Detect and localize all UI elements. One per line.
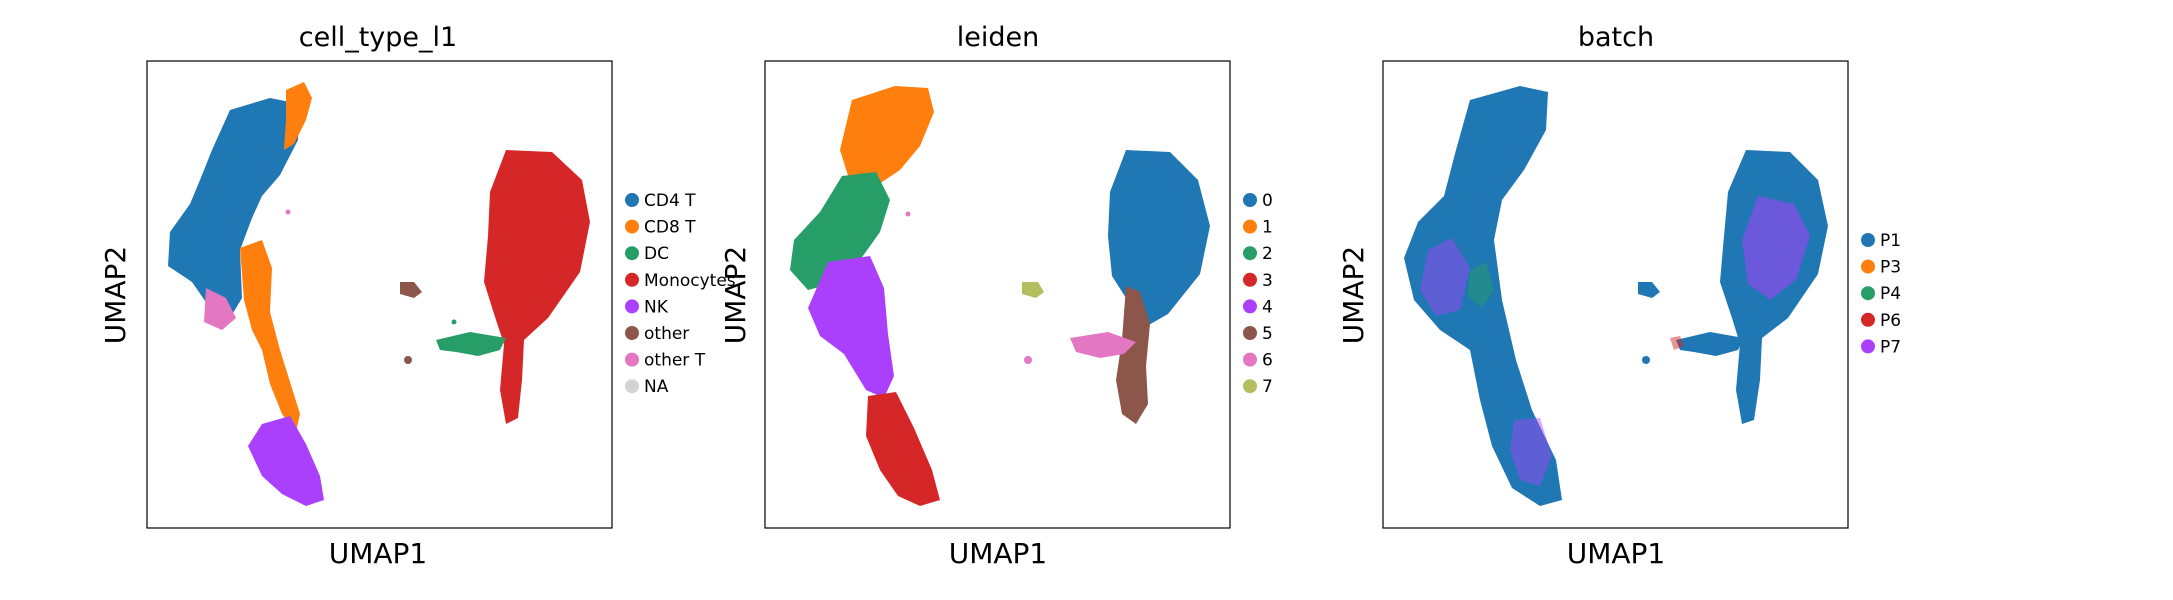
cluster-leiden-1	[840, 86, 934, 186]
legend-cell-type: CD4 T CD8 T DC Monocytes NK other other T NA	[625, 191, 736, 397]
cluster-cd8-t-upper	[284, 82, 312, 150]
cluster-dc-dot	[451, 319, 457, 325]
cluster-leiden-0	[1108, 150, 1210, 330]
legend-label-cell-type: NA	[644, 377, 669, 397]
legend-label-leiden: 4	[1262, 297, 1273, 317]
legend-label-leiden: 5	[1262, 324, 1273, 344]
legend-batch: P1 P3 P4 P6 P7	[1861, 231, 1901, 357]
legend-label-cell-type: DC	[644, 244, 669, 264]
plot-frame-batch	[1382, 60, 1849, 529]
cluster-nk	[248, 416, 324, 506]
cluster-cd8-t-lower	[240, 240, 300, 432]
legend-label-leiden: 3	[1262, 271, 1273, 291]
panel-title-leiden: leiden	[957, 22, 1039, 53]
cluster-batch-mid	[1676, 332, 1744, 356]
legend-marker-cell-type	[625, 219, 639, 234]
x-axis-label-cell-type: UMAP1	[329, 537, 428, 570]
legend-marker-leiden	[1243, 193, 1257, 207]
cluster-leiden-6-dot-2	[905, 211, 911, 217]
legend-marker-batch	[1861, 259, 1875, 274]
legend-label-cell-type: CD4 T	[644, 191, 696, 211]
panel-leiden: leiden UMAP1 UMAP2 0 1 2 3 4 5 6 7	[719, 22, 1273, 570]
x-axis-label-leiden: UMAP1	[949, 537, 1048, 570]
legend-label-cell-type: other	[644, 324, 689, 344]
legend-label-batch: P7	[1880, 337, 1901, 357]
cluster-cd4-t	[168, 98, 300, 318]
legend-label-leiden: 7	[1262, 377, 1273, 397]
legend-marker-leiden	[1243, 246, 1257, 261]
legend-leiden: 0 1 2 3 4 5 6 7	[1243, 191, 1273, 397]
cluster-leiden-2	[790, 172, 890, 290]
cluster-leiden-3	[866, 392, 940, 506]
scatter-clusters-cell-type	[168, 82, 590, 506]
legend-label-cell-type: CD8 T	[644, 218, 696, 238]
plot-frame-cell-type	[146, 60, 613, 529]
legend-marker-leiden	[1243, 272, 1257, 287]
batch-p7-speckle-left	[1420, 238, 1470, 316]
legend-marker-cell-type	[625, 299, 639, 314]
legend-label-batch: P4	[1880, 284, 1901, 304]
panel-batch: batch UMAP1 UMAP2 P1 P3 P4 P6 P7	[1337, 22, 1901, 570]
legend-label-cell-type: NK	[644, 297, 669, 317]
legend-marker-cell-type	[625, 193, 639, 207]
x-axis-label-batch: UMAP1	[1567, 537, 1666, 570]
legend-marker-cell-type	[625, 272, 639, 287]
y-axis-label-batch: UMAP2	[1337, 246, 1370, 345]
cluster-batch-dot	[1642, 356, 1650, 364]
cluster-leiden-6-dot	[1024, 356, 1032, 364]
legend-marker-leiden	[1243, 352, 1257, 367]
batch-p6-speckle	[1670, 336, 1684, 350]
legend-marker-cell-type	[625, 326, 639, 340]
batch-p7-speckle-right	[1742, 196, 1810, 300]
legend-label-leiden: 2	[1262, 244, 1273, 264]
legend-marker-batch	[1861, 339, 1875, 354]
legend-marker-cell-type	[625, 352, 639, 367]
legend-marker-batch	[1861, 312, 1875, 327]
y-axis-label-leiden: UMAP2	[719, 246, 752, 345]
legend-marker-batch	[1861, 286, 1875, 301]
legend-label-leiden: 1	[1262, 218, 1273, 238]
legend-marker-leiden	[1243, 299, 1257, 314]
cluster-monocytes	[484, 150, 590, 424]
scatter-clusters-leiden	[790, 86, 1210, 506]
cluster-leiden-6	[1070, 332, 1136, 358]
legend-marker-leiden	[1243, 326, 1257, 340]
legend-label-cell-type: Monocytes	[644, 271, 736, 291]
cluster-dc	[436, 332, 506, 356]
legend-label-batch: P6	[1880, 311, 1901, 331]
legend-marker-leiden	[1243, 379, 1257, 394]
cluster-leiden-7	[1022, 282, 1044, 298]
legend-label-batch: P1	[1880, 231, 1901, 251]
plot-frame-leiden	[764, 60, 1231, 529]
batch-p4-speckle	[1468, 262, 1494, 308]
y-axis-label-cell-type: UMAP2	[99, 246, 132, 345]
scatter-clusters-batch	[1404, 86, 1828, 506]
cluster-other-dot	[404, 356, 412, 364]
panel-title-cell-type: cell_type_l1	[299, 22, 457, 53]
legend-marker-cell-type	[625, 379, 639, 394]
cluster-other	[400, 282, 422, 298]
cluster-batch-small	[1638, 282, 1660, 298]
legend-label-leiden: 6	[1262, 351, 1273, 371]
panel-title-batch: batch	[1578, 22, 1654, 53]
cluster-other-t	[204, 288, 236, 330]
legend-label-leiden: 0	[1262, 191, 1273, 211]
batch-p7-speckle-lower	[1510, 418, 1552, 486]
legend-marker-leiden	[1243, 219, 1257, 234]
legend-marker-cell-type	[625, 246, 639, 261]
legend-label-cell-type: other T	[644, 351, 706, 371]
panel-cell-type: cell_type_l1 UMAP1 UMAP2 CD4 T CD8 T DC Mon…	[99, 22, 736, 570]
legend-marker-batch	[1861, 233, 1875, 247]
cluster-leiden-5	[1116, 286, 1150, 424]
cluster-leiden-4	[808, 256, 894, 398]
legend-label-batch: P3	[1880, 258, 1901, 278]
cluster-other-t-dot	[285, 209, 291, 215]
